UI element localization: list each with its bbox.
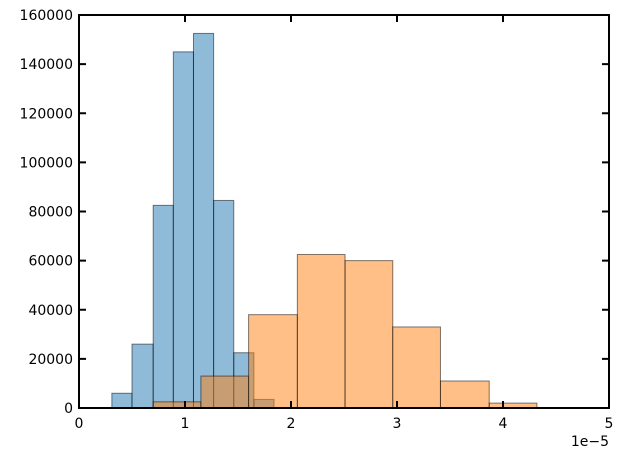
histogram-bar [248,314,298,409]
histogram-bar [439,380,490,409]
histogram-bar [131,343,154,409]
x-tick-label: 0 [75,416,84,432]
x-tick-label: 1 [181,416,190,432]
histogram-bar [200,375,250,409]
x-offset-label: 1e−5 [571,434,609,450]
histogram-bar [152,204,174,409]
x-tick-label: 5 [605,416,614,432]
y-tick-label: 120000 [20,106,73,122]
x-tick-label: 2 [287,416,296,432]
y-tick-label: 20000 [28,352,73,368]
x-tick-label: 3 [393,416,402,432]
y-tick-label: 100000 [20,155,73,171]
y-tick-label: 40000 [28,303,73,319]
histogram-bar [296,253,346,409]
histogram-bar [392,326,441,409]
y-tick-label: 80000 [28,205,73,221]
x-tick-label: 4 [499,416,508,432]
histogram-bar [192,32,215,409]
y-tick-label: 0 [64,401,73,417]
histogram-bar [344,260,394,409]
y-tick-label: 60000 [28,254,73,270]
y-tick-label: 140000 [20,57,73,73]
y-tick-label: 160000 [20,8,73,24]
histogram-bar [111,392,133,409]
histogram-bar [172,51,194,409]
